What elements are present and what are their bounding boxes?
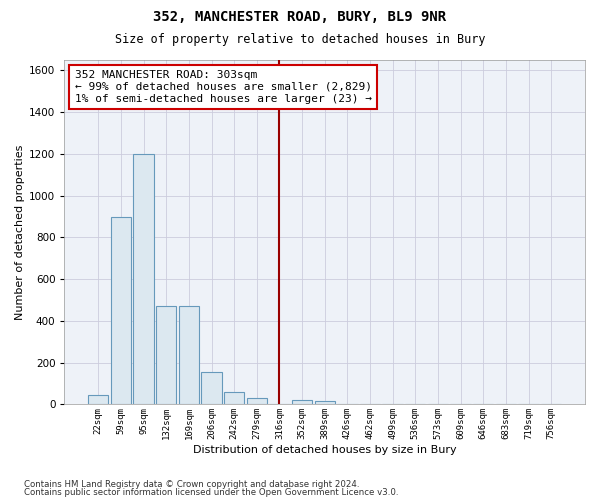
Bar	[202, 372, 221, 404]
Bar	[156, 306, 176, 404]
Text: Contains public sector information licensed under the Open Government Licence v3: Contains public sector information licen…	[24, 488, 398, 497]
Bar	[247, 398, 267, 404]
Text: 352, MANCHESTER ROAD, BURY, BL9 9NR: 352, MANCHESTER ROAD, BURY, BL9 9NR	[154, 10, 446, 24]
Text: Size of property relative to detached houses in Bury: Size of property relative to detached ho…	[115, 32, 485, 46]
Bar	[111, 216, 131, 404]
Bar	[179, 306, 199, 404]
X-axis label: Distribution of detached houses by size in Bury: Distribution of detached houses by size …	[193, 445, 457, 455]
Bar	[88, 395, 109, 404]
Text: 352 MANCHESTER ROAD: 303sqm
← 99% of detached houses are smaller (2,829)
1% of s: 352 MANCHESTER ROAD: 303sqm ← 99% of det…	[75, 70, 372, 104]
Text: Contains HM Land Registry data © Crown copyright and database right 2024.: Contains HM Land Registry data © Crown c…	[24, 480, 359, 489]
Y-axis label: Number of detached properties: Number of detached properties	[15, 144, 25, 320]
Bar	[224, 392, 244, 404]
Bar	[292, 400, 312, 404]
Bar	[133, 154, 154, 405]
Bar	[314, 402, 335, 404]
